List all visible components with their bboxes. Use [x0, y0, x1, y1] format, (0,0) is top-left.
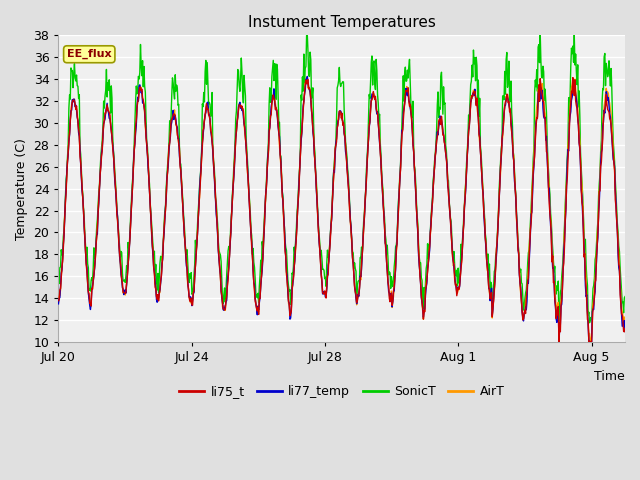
- SonicT: [131, 118, 139, 124]
- li75_t: [348, 238, 356, 243]
- li77_temp: [349, 254, 356, 260]
- Line: SonicT: SonicT: [58, 33, 625, 324]
- li77_temp: [170, 108, 177, 113]
- li75_t: [119, 289, 127, 295]
- li75_t: [131, 138, 139, 144]
- AirT: [586, 339, 594, 345]
- AirT: [170, 112, 177, 118]
- Title: Instument Temperatures: Instument Temperatures: [248, 15, 436, 30]
- X-axis label: Time: Time: [595, 370, 625, 383]
- SonicT: [170, 80, 177, 86]
- Legend: li75_t, li77_temp, SonicT, AirT: li75_t, li77_temp, SonicT, AirT: [174, 380, 509, 403]
- li77_temp: [131, 140, 139, 146]
- Text: EE_flux: EE_flux: [67, 49, 111, 60]
- li75_t: [54, 298, 62, 303]
- AirT: [621, 319, 629, 325]
- SonicT: [621, 294, 629, 300]
- SonicT: [119, 278, 127, 284]
- SonicT: [396, 173, 404, 179]
- li77_temp: [621, 328, 629, 334]
- Y-axis label: Temperature (C): Temperature (C): [15, 138, 28, 240]
- Line: li75_t: li75_t: [58, 78, 625, 342]
- li77_temp: [303, 73, 311, 79]
- li77_temp: [54, 301, 62, 307]
- SonicT: [555, 321, 563, 327]
- AirT: [119, 290, 127, 296]
- Line: li77_temp: li77_temp: [58, 76, 625, 342]
- AirT: [488, 315, 496, 321]
- li75_t: [621, 325, 629, 331]
- AirT: [397, 167, 404, 173]
- AirT: [131, 138, 139, 144]
- li77_temp: [488, 312, 496, 318]
- SonicT: [488, 282, 495, 288]
- li77_temp: [397, 166, 404, 171]
- li77_temp: [119, 286, 127, 292]
- li75_t: [170, 112, 177, 118]
- li75_t: [488, 289, 495, 295]
- Line: AirT: AirT: [58, 77, 625, 342]
- li75_t: [555, 339, 563, 345]
- AirT: [349, 252, 356, 258]
- SonicT: [54, 274, 62, 279]
- AirT: [54, 299, 62, 305]
- SonicT: [348, 239, 356, 244]
- li77_temp: [555, 339, 563, 345]
- AirT: [303, 74, 310, 80]
- li75_t: [569, 75, 577, 81]
- SonicT: [536, 30, 544, 36]
- li75_t: [396, 177, 404, 182]
